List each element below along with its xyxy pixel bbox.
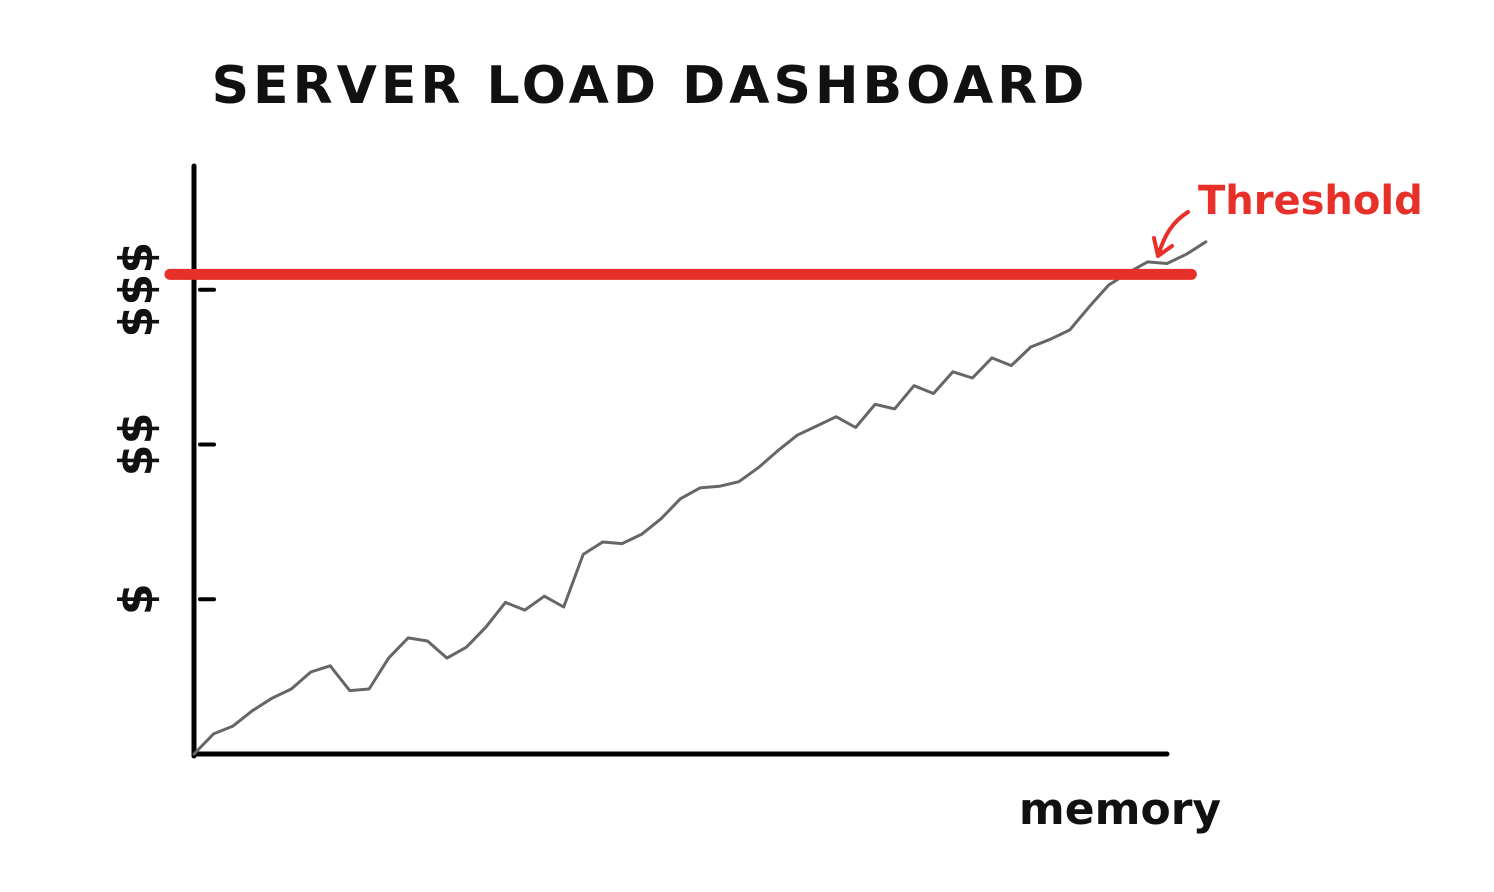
y-ticks: $$$$$$ xyxy=(110,242,215,615)
x-axis-label: memory xyxy=(1019,784,1221,835)
threshold-label: Threshold xyxy=(1198,178,1423,224)
y-tick-label: $$$ xyxy=(110,242,164,338)
series-line xyxy=(194,242,1206,754)
threshold-arrow xyxy=(1154,212,1188,256)
y-tick-label: $$ xyxy=(110,413,164,477)
y-tick-label: $ xyxy=(110,583,164,615)
chart-title: SERVER LOAD DASHBOARD xyxy=(212,56,1089,116)
